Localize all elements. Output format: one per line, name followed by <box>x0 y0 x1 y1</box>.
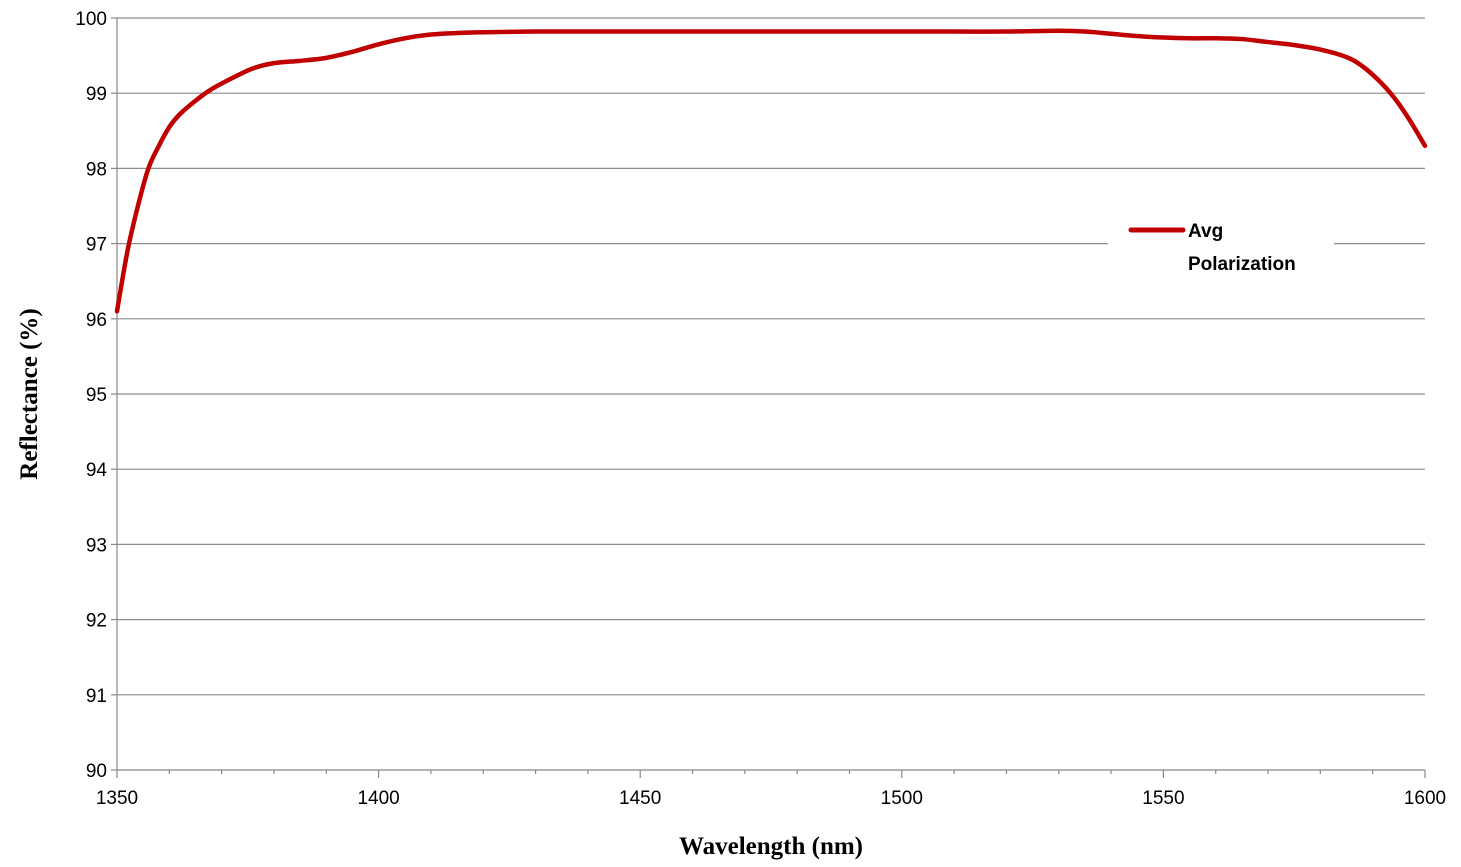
gridlines <box>117 17 1425 696</box>
y-tick-label: 90 <box>86 761 107 782</box>
y-tick-label: 97 <box>86 235 107 256</box>
y-tick-label: 96 <box>86 310 107 331</box>
y-axis-title: Reflectance (%) <box>16 308 43 479</box>
y-tick-label: 98 <box>86 159 107 180</box>
x-tick-label: 1600 <box>1404 788 1446 809</box>
y-tick-label: 92 <box>86 611 107 632</box>
x-tick-label: 1500 <box>881 788 923 809</box>
legend-label-line: Polarization <box>1188 254 1296 275</box>
y-tick-label: 91 <box>86 686 107 707</box>
legend-label-line: Avg <box>1188 221 1223 242</box>
x-tick-label: 1450 <box>619 788 661 809</box>
x-tick-label: 1350 <box>96 788 138 809</box>
series-layer <box>114 28 1428 314</box>
y-tick-label: 100 <box>75 9 107 30</box>
legend: Avg Polarization <box>1108 214 1334 286</box>
y-tick-label: 94 <box>86 460 108 481</box>
x-tick-label: 1550 <box>1142 788 1184 809</box>
legend-background <box>1108 214 1334 286</box>
series-line <box>114 28 1428 314</box>
tick-labels: 90 91 92 93 94 95 96 97 98 99 100 1350 1400 1450 1500 1… <box>75 9 1446 809</box>
legend-entry-label: Avg Polarization <box>1188 221 1296 275</box>
y-tick-label: 93 <box>86 535 107 556</box>
x-axis-title: Wavelength (nm) <box>679 833 863 860</box>
ticks <box>111 17 1426 778</box>
x-tick-label: 1400 <box>357 788 399 809</box>
y-tick-label: 95 <box>86 385 107 406</box>
y-tick-label: 99 <box>86 84 107 105</box>
